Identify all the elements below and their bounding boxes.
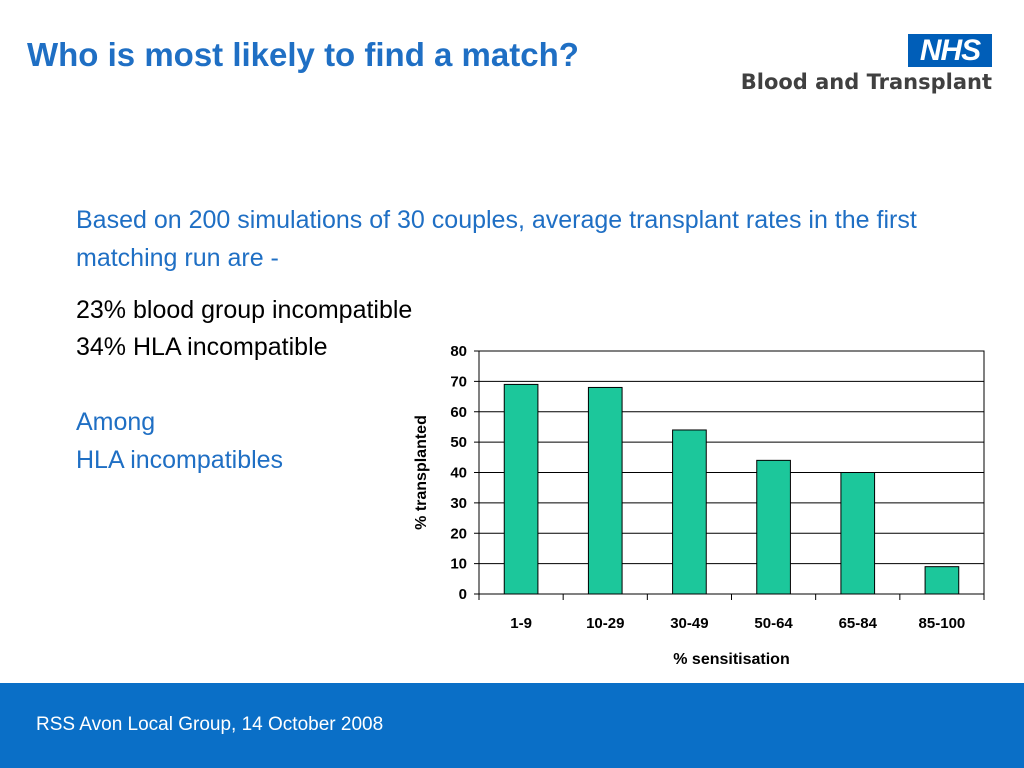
stat-hla: 34% HLA incompatible bbox=[76, 333, 328, 361]
nhs-logo: NHS Blood and Transplant bbox=[700, 30, 996, 102]
bar bbox=[503, 383, 539, 595]
y-tick-label: 70 bbox=[450, 373, 467, 390]
y-tick-label: 0 bbox=[459, 586, 467, 603]
footer-bar: RSS Avon Local Group, 14 October 2008 bbox=[0, 683, 1024, 768]
bar bbox=[756, 459, 791, 595]
y-tick-label: 40 bbox=[450, 465, 467, 482]
x-tick-label: 30-49 bbox=[670, 615, 708, 632]
y-tick-label: 20 bbox=[450, 525, 467, 542]
slide-title: Who is most likely to find a match? bbox=[27, 36, 579, 73]
x-tick-label: 1-9 bbox=[510, 615, 532, 632]
subheading-hla-incompatibles: HLA incompatibles bbox=[76, 446, 284, 474]
y-tick-label: 30 bbox=[450, 495, 467, 512]
x-tick-label: 50-64 bbox=[754, 615, 793, 632]
y-tick-label: 50 bbox=[450, 434, 467, 451]
footer-text: RSS Avon Local Group, 14 October 2008 bbox=[36, 714, 384, 735]
bar bbox=[924, 566, 960, 595]
nhs-badge: NHS bbox=[908, 34, 992, 67]
bar bbox=[840, 472, 876, 595]
y-tick-label: 60 bbox=[450, 404, 467, 421]
transplant-rate-chart: 0 10 20 30 40 50 60 70 80 1-9 10-29 30-49 50-64 65-84… bbox=[413, 343, 985, 668]
x-axis-title: % sensitisation bbox=[673, 651, 789, 668]
x-tick-label: 85-100 bbox=[919, 615, 966, 632]
y-tick-label: 10 bbox=[450, 556, 467, 573]
bar bbox=[587, 386, 623, 595]
y-tick-label: 80 bbox=[450, 343, 467, 360]
subheading-among: Among bbox=[76, 408, 156, 436]
org-name: Blood and Transplant bbox=[740, 70, 992, 94]
y-axis-title: % transplanted bbox=[413, 415, 430, 530]
x-tick-label: 65-84 bbox=[839, 615, 878, 632]
stat-blood-group: 23% blood group incompatible bbox=[76, 296, 413, 324]
x-tick-label: 10-29 bbox=[586, 615, 624, 632]
bar bbox=[672, 429, 707, 595]
intro-text: Based on 200 simulations of 30 couples, … bbox=[76, 206, 917, 272]
